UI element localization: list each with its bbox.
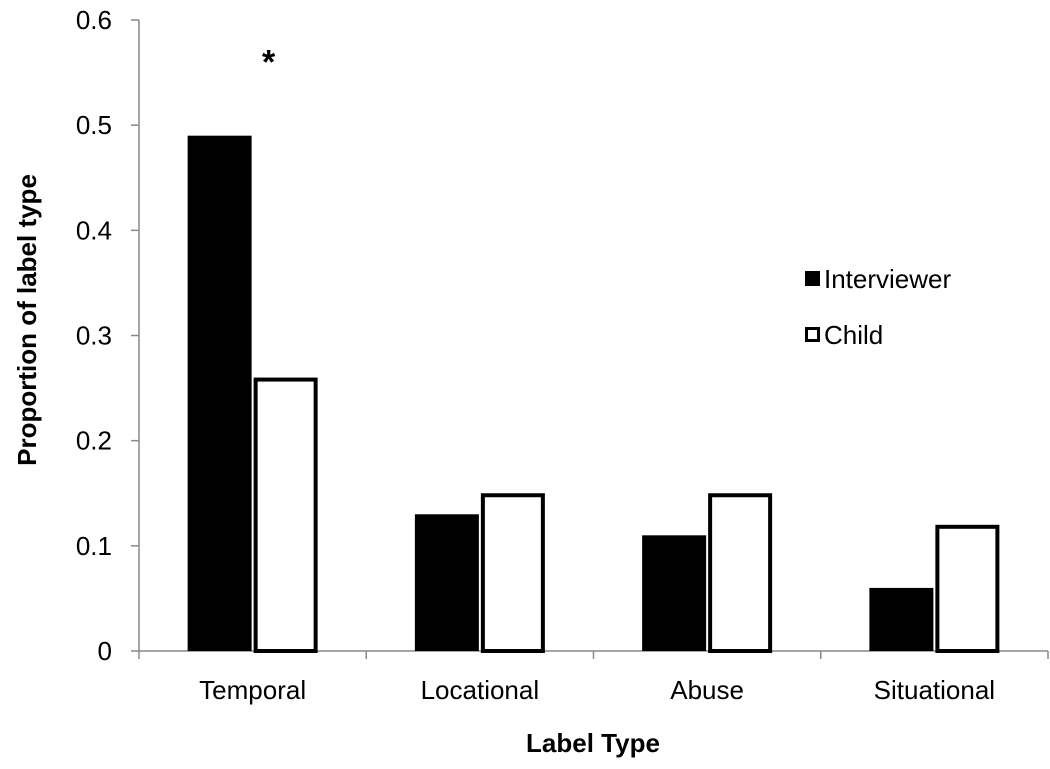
bar-child: [708, 493, 773, 653]
bar-interviewer: [414, 514, 479, 651]
bar-child: [253, 377, 318, 653]
annotations: *: [262, 44, 276, 82]
bars: [187, 135, 1000, 653]
significance-marker: *: [262, 44, 276, 82]
bar-child: [480, 493, 545, 653]
y-tick-label: 0.3: [76, 321, 112, 351]
x-category-label: Locational: [421, 675, 540, 705]
legend-label-interviewer: Interviewer: [824, 264, 951, 294]
x-category-label: Temporal: [199, 675, 306, 705]
y-axis: 0 0.1 0.2 0.3 0.4 0.5 0.6: [76, 5, 140, 666]
y-tick-label: 0.1: [76, 531, 112, 561]
legend: Interviewer Child: [805, 264, 951, 350]
y-tick-label: 0.6: [76, 5, 112, 35]
bar-interviewer: [642, 535, 707, 651]
bar-interviewer: [187, 135, 252, 651]
y-tick-label: 0: [98, 636, 112, 666]
bar-child: [935, 524, 1000, 653]
legend-swatch-child: [805, 327, 820, 342]
y-tick-label: 0.2: [76, 426, 112, 456]
legend-swatch-interviewer: [805, 271, 820, 286]
y-tick-label: 0.5: [76, 110, 112, 140]
bar-interviewer: [869, 587, 934, 651]
x-axis: Temporal Locational Abuse Situational: [138, 650, 1049, 705]
x-axis-title: Label Type: [526, 728, 660, 758]
x-category-label: Abuse: [670, 675, 744, 705]
legend-label-child: Child: [824, 320, 883, 350]
y-axis-title: Proportion of label type: [12, 174, 42, 466]
y-tick-label: 0.4: [76, 215, 112, 245]
x-category-label: Situational: [874, 675, 995, 705]
